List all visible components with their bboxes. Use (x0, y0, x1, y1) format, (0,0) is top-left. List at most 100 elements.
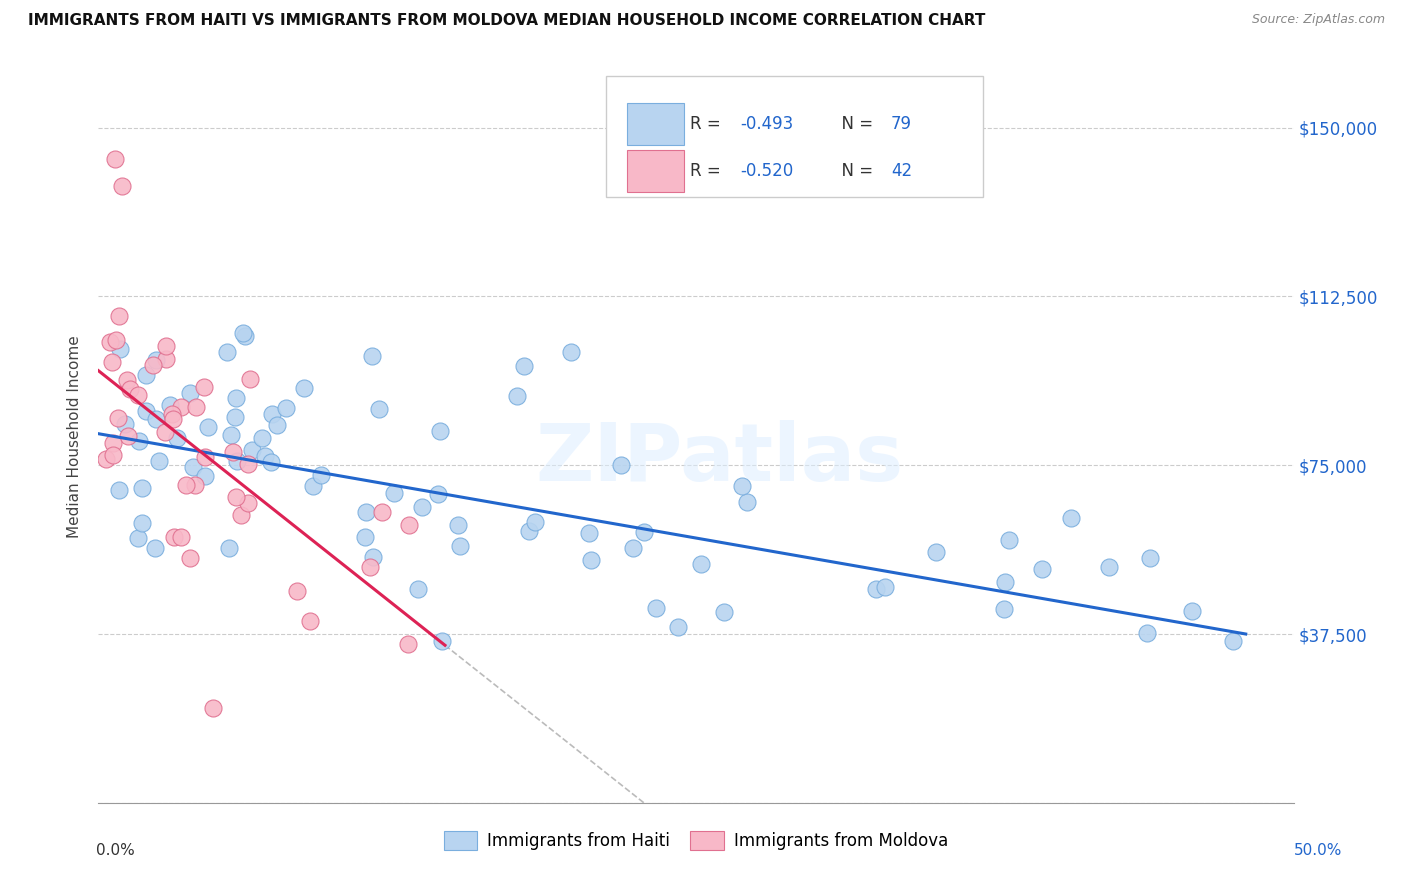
Text: 79: 79 (891, 115, 911, 133)
Text: N =: N = (831, 115, 879, 133)
Point (222, 444, 245, 458)
Point (143, 541, 166, 555)
Point (713, 606, 735, 620)
Point (873, 580, 896, 594)
Point (111, 179, 134, 194)
Point (218, 541, 240, 555)
Point (193, 380, 215, 394)
Point (360, 350, 382, 364)
Point (292, 381, 315, 395)
Point (108, 483, 131, 497)
Point (238, 457, 260, 471)
Point (166, 431, 188, 445)
Point (107, 411, 129, 425)
Point (579, 553, 602, 567)
Point (170, 400, 193, 414)
Point (233, 328, 256, 343)
Point (426, 487, 449, 501)
Text: -0.493: -0.493 (740, 115, 793, 133)
Point (225, 490, 247, 504)
Point (155, 339, 177, 353)
Point (735, 495, 758, 509)
Point (145, 411, 167, 425)
Point (181, 459, 204, 474)
Point (449, 540, 471, 554)
Point (408, 582, 430, 597)
Point (162, 412, 184, 426)
Point (1139, 551, 1161, 566)
Point (430, 633, 453, 648)
Point (396, 637, 419, 651)
Point (117, 429, 139, 443)
Point (148, 453, 170, 467)
Point (155, 425, 177, 439)
Point (429, 424, 451, 438)
Point (1181, 604, 1204, 618)
Point (447, 518, 470, 533)
Point (225, 453, 247, 467)
Point (299, 615, 322, 629)
Point (108, 343, 131, 357)
Point (240, 443, 263, 458)
Point (197, 419, 219, 434)
Point (101, 435, 124, 450)
Point (135, 368, 157, 382)
Point (266, 417, 288, 432)
Point (127, 388, 149, 402)
Point (142, 358, 165, 372)
Point (523, 516, 546, 530)
Point (179, 551, 201, 566)
Point (219, 428, 242, 442)
Point (301, 479, 323, 493)
Point (98, 334, 121, 349)
Point (578, 526, 600, 541)
Text: R =: R = (690, 161, 725, 180)
Point (644, 600, 666, 615)
Point (128, 434, 150, 449)
Point (353, 530, 375, 544)
Point (517, 524, 540, 538)
Point (993, 602, 1015, 616)
Point (276, 401, 298, 415)
Point (513, 359, 536, 373)
Text: 50.0%: 50.0% (1295, 843, 1343, 858)
Point (1136, 626, 1159, 640)
Point (231, 508, 253, 522)
Point (131, 516, 153, 530)
Point (865, 582, 887, 597)
Point (170, 530, 193, 544)
Point (131, 481, 153, 495)
Point (250, 431, 273, 445)
Point (194, 450, 217, 464)
Point (610, 458, 633, 472)
Point (1098, 559, 1121, 574)
Point (105, 333, 128, 347)
Point (287, 583, 309, 598)
Point (356, 505, 378, 519)
Point (96, 452, 118, 467)
Point (107, 310, 129, 324)
FancyBboxPatch shape (606, 77, 983, 197)
Point (1222, 633, 1244, 648)
Point (104, 152, 127, 166)
Point (997, 533, 1019, 547)
Point (118, 382, 141, 396)
Point (225, 392, 247, 406)
Point (135, 403, 157, 417)
Point (194, 468, 217, 483)
Point (260, 407, 283, 421)
Text: Source: ZipAtlas.com: Source: ZipAtlas.com (1251, 13, 1385, 27)
Text: R =: R = (690, 115, 725, 133)
Point (371, 505, 394, 519)
Text: ZIPatlas: ZIPatlas (536, 420, 904, 498)
Point (184, 400, 207, 414)
Point (176, 478, 198, 492)
Point (925, 544, 948, 558)
Point (621, 541, 644, 555)
Text: IMMIGRANTS FROM HAITI VS IMMIGRANTS FROM MOLDOVA MEDIAN HOUSEHOLD INCOME CORRELA: IMMIGRANTS FROM HAITI VS IMMIGRANTS FROM… (28, 13, 986, 29)
Point (666, 620, 689, 634)
Point (202, 701, 225, 715)
Point (101, 448, 124, 462)
FancyBboxPatch shape (627, 150, 685, 192)
Point (159, 398, 181, 412)
